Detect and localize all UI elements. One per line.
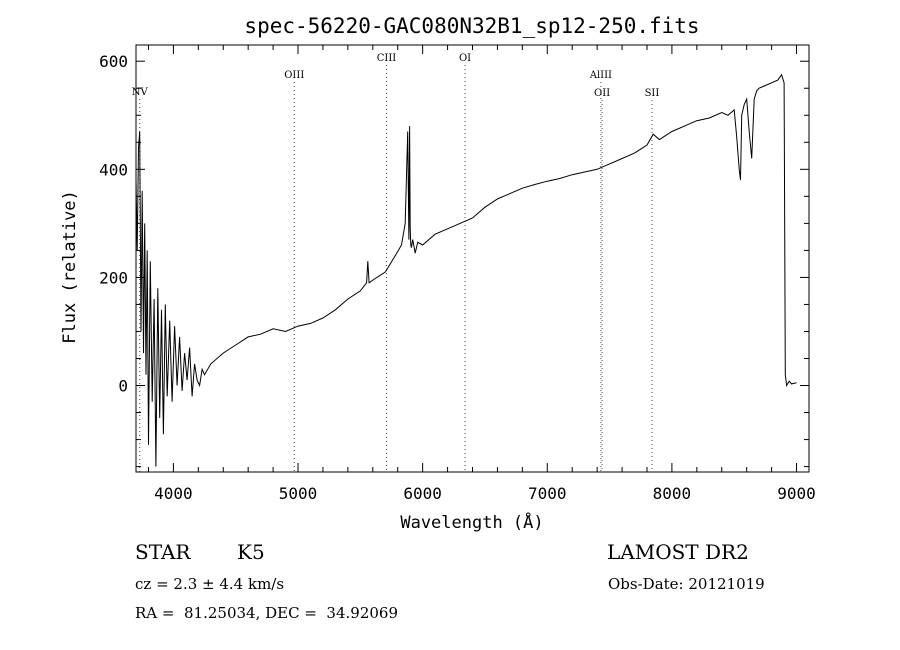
- x-tick-label: 6000: [403, 484, 442, 503]
- y-tick-label: 600: [99, 52, 128, 71]
- object-class: STAR: [135, 540, 191, 564]
- plot-frame: [135, 44, 810, 473]
- y-tick-label: 200: [99, 268, 128, 287]
- y-tick-label: 400: [99, 160, 128, 179]
- marker-label-oii: OII: [594, 88, 610, 99]
- x-tick-label: 4000: [154, 484, 193, 503]
- coordinates: RA = 81.25034, DEC = 34.92069: [135, 604, 399, 622]
- marker-label-ciii: CIII: [377, 53, 397, 64]
- marker-label-aliii: AlIII: [589, 70, 612, 81]
- x-tick-label: 5000: [279, 484, 318, 503]
- marker-label-sii: SII: [645, 88, 660, 99]
- object-subclass: K5: [237, 540, 265, 564]
- x-tick-label: 8000: [653, 484, 692, 503]
- redshift-cz: cz = 2.3 ± 4.4 km/s: [135, 575, 285, 593]
- marker-label-oi: OI: [459, 53, 471, 64]
- marker-label-nv: NV: [132, 87, 149, 98]
- axis-ticks: 4000 5000 6000 7000 8000 9000 0 200 400 600: [99, 45, 816, 503]
- y-axis-label: Flux (relative): [60, 190, 80, 344]
- observation-date: Obs-Date: 20121019: [608, 575, 765, 593]
- x-tick-label: 9000: [777, 484, 816, 503]
- x-tick-label: 7000: [528, 484, 567, 503]
- x-axis-label: Wavelength (Å): [400, 511, 543, 533]
- spectral-line-markers: NV OIII CIII OI AlIII OII SII: [132, 53, 660, 472]
- survey-name: LAMOST DR2: [607, 540, 749, 564]
- marker-label-oiii: OIII: [284, 70, 304, 81]
- chart-title: spec-56220-GAC080N32B1_sp12-250.fits: [244, 14, 699, 38]
- y-tick-label: 0: [118, 377, 128, 396]
- spectrum-series-line: [135, 73, 797, 467]
